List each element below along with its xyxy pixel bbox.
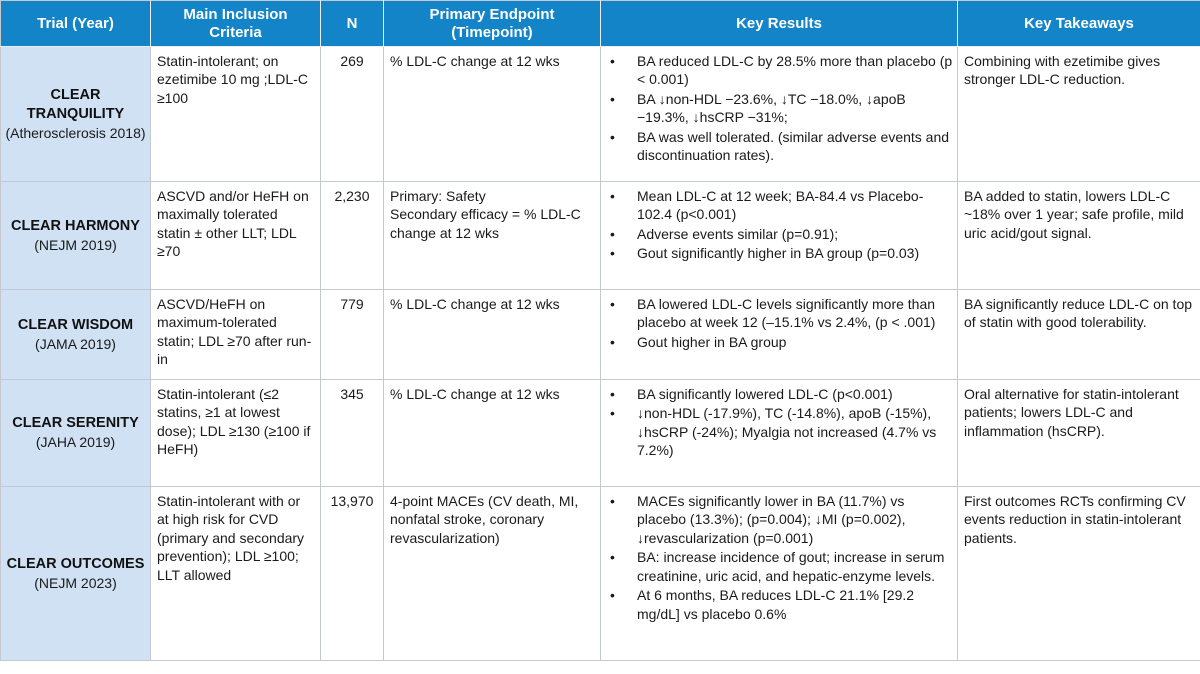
endpoint-cell: 4-point MACEs (CV death, MI, nonfatal st… <box>383 486 601 661</box>
inclusion-cell: ASCVD and/or HeFH on maximally tolerated… <box>150 181 321 290</box>
takeaway-cell: Oral alternative for statin-intolerant p… <box>957 379 1200 487</box>
result-item: MACEs significantly lower in BA (11.7%) … <box>607 492 953 547</box>
header-endpoint: Primary Endpoint (Timepoint) <box>383 0 601 47</box>
n-cell: 269 <box>320 46 384 182</box>
results-list: Mean LDL-C at 12 week; BA-84.4 vs Placeb… <box>607 187 953 263</box>
header-takeaways: Key Takeaways <box>957 0 1200 47</box>
trial-cell: CLEAR SERENITY (JAHA 2019) <box>0 379 151 487</box>
trial-citation: (NEJM 2019) <box>34 236 117 253</box>
trial-name: CLEAR SERENITY <box>12 415 139 432</box>
result-item: BA was well tolerated. (similar adverse … <box>607 128 953 165</box>
trial-citation: (Atherosclerosis 2018) <box>5 124 146 141</box>
trial-name: CLEAR TRANQUILITY <box>26 86 125 122</box>
endpoint-cell: % LDL-C change at 12 wks <box>383 289 601 380</box>
results-list: BA significantly lowered LDL-C (p<0.001)… <box>607 385 953 460</box>
result-item: Adverse events similar (p=0.91); <box>607 225 953 244</box>
takeaway-cell: First outcomes RCTs confirming CV events… <box>957 486 1200 661</box>
trial-citation: (JAMA 2019) <box>35 335 116 352</box>
result-item: BA significantly lowered LDL-C (p<0.001) <box>607 385 953 404</box>
trial-name: CLEAR HARMONY <box>11 217 140 234</box>
results-list: MACEs significantly lower in BA (11.7%) … <box>607 492 953 623</box>
takeaway-cell: BA significantly reduce LDL-C on top of … <box>957 289 1200 380</box>
results-cell: BA lowered LDL-C levels significantly mo… <box>600 289 958 380</box>
table-row-clear-harmony: CLEAR HARMONY (NEJM 2019) ASCVD and/or H… <box>0 181 1200 290</box>
table-row-clear-serenity: CLEAR SERENITY (JAHA 2019) Statin-intole… <box>0 379 1200 487</box>
n-cell: 779 <box>320 289 384 380</box>
result-item: BA lowered LDL-C levels significantly mo… <box>607 295 953 332</box>
result-item: ↓non-HDL (-17.9%), TC (-14.8%), apoB (-1… <box>607 404 953 459</box>
n-cell: 345 <box>320 379 384 487</box>
result-item: BA: increase incidence of gout; increase… <box>607 548 953 585</box>
results-list: BA reduced LDL-C by 28.5% more than plac… <box>607 52 953 165</box>
takeaway-cell: Combining with ezetimibe gives stronger … <box>957 46 1200 182</box>
result-item: Gout significantly higher in BA group (p… <box>607 244 953 263</box>
result-item: Mean LDL-C at 12 week; BA-84.4 vs Placeb… <box>607 187 953 224</box>
trial-name: CLEAR WISDOM <box>17 316 134 333</box>
table-row-clear-outcomes: CLEAR OUTCOMES (NEJM 2023) Statin-intole… <box>0 486 1200 661</box>
results-cell: Mean LDL-C at 12 week; BA-84.4 vs Placeb… <box>600 181 958 290</box>
trial-cell: CLEAR TRANQUILITY (Atherosclerosis 2018) <box>0 46 151 182</box>
results-list: BA lowered LDL-C levels significantly mo… <box>607 295 953 352</box>
endpoint-cell: % LDL-C change at 12 wks <box>383 46 601 182</box>
result-item: BA ↓non-HDL −23.6%, ↓TC −18.0%, ↓apoB −1… <box>607 90 953 127</box>
header-trial: Trial (Year) <box>0 0 151 47</box>
endpoint-cell: % LDL-C change at 12 wks <box>383 379 601 487</box>
results-cell: MACEs significantly lower in BA (11.7%) … <box>600 486 958 661</box>
result-item: BA reduced LDL-C by 28.5% more than plac… <box>607 52 953 89</box>
results-cell: BA significantly lowered LDL-C (p<0.001)… <box>600 379 958 487</box>
trial-cell: CLEAR WISDOM (JAMA 2019) <box>0 289 151 380</box>
trial-cell: CLEAR HARMONY (NEJM 2019) <box>0 181 151 290</box>
inclusion-cell: Statin-intolerant; on ezetimibe 10 mg ;L… <box>150 46 321 182</box>
header-results: Key Results <box>600 0 958 47</box>
takeaway-cell: BA added to statin, lowers LDL-C ~18% ov… <box>957 181 1200 290</box>
table-row-clear-wisdom: CLEAR WISDOM (JAMA 2019) ASCVD/HeFH on m… <box>0 289 1200 380</box>
inclusion-cell: ASCVD/HeFH on maximum-tolerated statin; … <box>150 289 321 380</box>
inclusion-cell: Statin-intolerant (≤2 statins, ≥1 at low… <box>150 379 321 487</box>
results-cell: BA reduced LDL-C by 28.5% more than plac… <box>600 46 958 182</box>
endpoint-cell: Primary: Safety Secondary efficacy = % L… <box>383 181 601 290</box>
header-n: N <box>320 0 384 47</box>
n-cell: 13,970 <box>320 486 384 661</box>
table-row-clear-tranquility: CLEAR TRANQUILITY (Atherosclerosis 2018)… <box>0 46 1200 182</box>
n-cell: 2,230 <box>320 181 384 290</box>
trial-name: CLEAR OUTCOMES <box>6 555 145 572</box>
header-row: Trial (Year) Main Inclusion Criteria N P… <box>0 0 1200 47</box>
inclusion-cell: Statin-intolerant with or at high risk f… <box>150 486 321 661</box>
trial-cell: CLEAR OUTCOMES (NEJM 2023) <box>0 486 151 661</box>
result-item: At 6 months, BA reduces LDL-C 21.1% [29.… <box>607 586 953 623</box>
trial-citation: (JAHA 2019) <box>35 434 116 451</box>
header-inclusion: Main Inclusion Criteria <box>150 0 321 47</box>
result-item: Gout higher in BA group <box>607 333 953 352</box>
trial-citation: (NEJM 2023) <box>34 574 117 591</box>
